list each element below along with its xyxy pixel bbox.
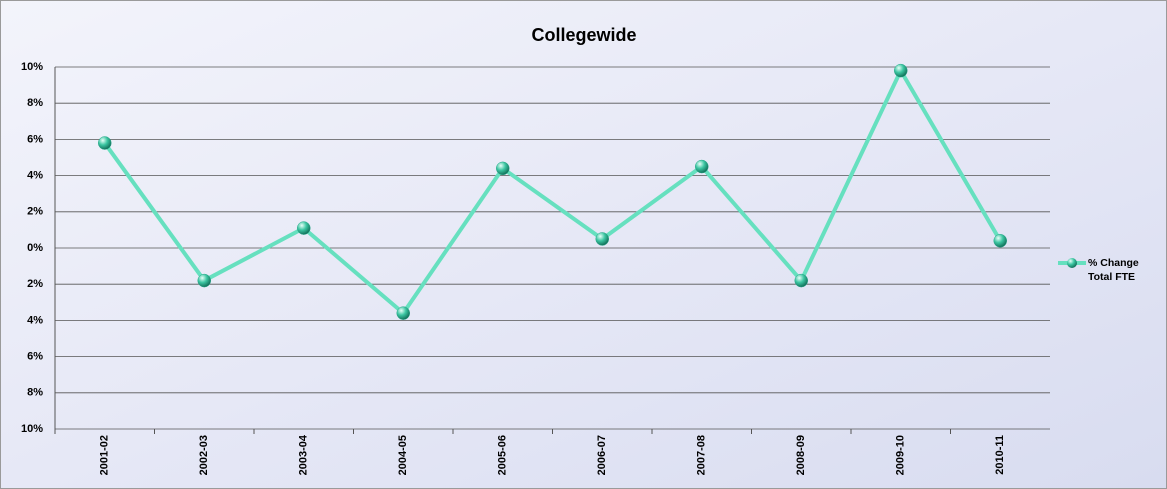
y-tick-label: 2%	[27, 206, 43, 218]
y-tick-label: 6%	[27, 133, 43, 145]
x-tick-label: 2002-03	[198, 435, 210, 475]
y-tick-label: 6%	[27, 351, 43, 363]
data-point	[496, 161, 510, 176]
data-point	[396, 306, 410, 320]
x-tick-label: 2008-09	[795, 435, 807, 475]
y-tick-label: 2%	[27, 278, 43, 290]
x-tick-label: 2005-06	[497, 435, 509, 475]
data-point	[794, 273, 808, 288]
data-point	[98, 136, 112, 150]
y-tick-label: 8%	[27, 387, 43, 399]
x-tick-label: 2009-10	[895, 435, 907, 475]
x-tick-label: 2006-07	[596, 435, 608, 475]
y-tick-label: 4%	[27, 170, 43, 182]
series-line	[103, 68, 1002, 316]
data-point	[695, 159, 709, 174]
x-tick-label: 2001-02	[99, 435, 111, 475]
chart-title: Collegewide	[531, 25, 636, 45]
x-tick-label: 2007-08	[696, 435, 708, 475]
legend-marker	[1067, 258, 1077, 268]
y-tick-label: 8%	[27, 97, 43, 109]
data-point	[297, 221, 311, 235]
data-point	[197, 273, 211, 288]
x-tick-label: 2004-05	[397, 435, 409, 475]
y-tick-label: 4%	[27, 314, 43, 326]
y-tick-label: 10%	[21, 423, 43, 435]
x-tick-label: 2010-11	[994, 435, 1006, 475]
legend-label: % Change Total FTE	[1088, 257, 1139, 283]
data-point	[993, 234, 1007, 248]
y-tick-label: 0%	[27, 242, 43, 254]
data-point	[894, 63, 908, 78]
y-tick-label: 10%	[21, 61, 43, 73]
x-tick-label: 2003-04	[298, 434, 310, 475]
data-point	[595, 232, 609, 246]
